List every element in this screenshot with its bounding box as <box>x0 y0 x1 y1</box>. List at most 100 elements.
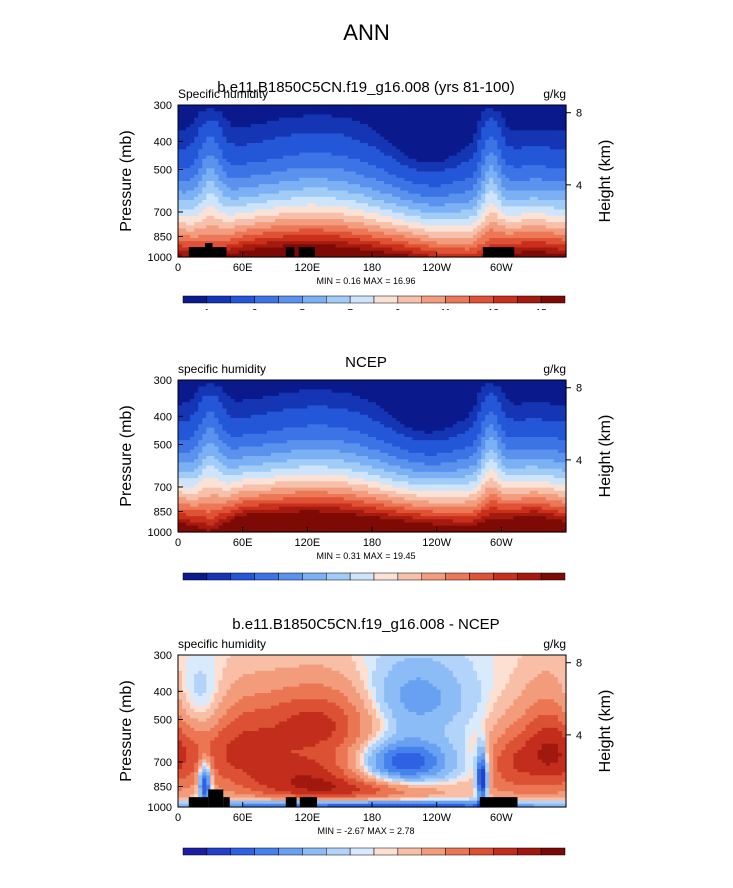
field-cell <box>501 177 506 182</box>
field-cell <box>178 200 183 204</box>
field-cell <box>254 152 260 157</box>
field-cell <box>380 184 385 188</box>
field-cell <box>299 238 304 242</box>
field-cell <box>194 133 199 138</box>
field-cell <box>283 136 288 141</box>
field-cell <box>194 143 199 147</box>
field-cell <box>400 238 405 242</box>
field-cell <box>400 174 405 179</box>
field-cell <box>464 380 470 384</box>
field-cell <box>347 184 353 188</box>
field-cell <box>327 177 333 182</box>
field-cell <box>384 133 389 138</box>
field-cell <box>202 168 207 173</box>
field-cell <box>226 120 232 125</box>
field-cell <box>517 219 523 223</box>
field-cell <box>404 225 409 230</box>
field-cell <box>525 247 531 252</box>
field-cell <box>497 212 502 217</box>
field-cell <box>448 222 454 226</box>
field-cell <box>198 105 203 109</box>
field-cell <box>553 114 559 119</box>
field-cell <box>343 149 349 154</box>
field-cell <box>525 181 531 185</box>
field-cell <box>509 111 515 116</box>
field-cell <box>396 253 401 258</box>
field-cell <box>489 231 494 236</box>
field-cell <box>452 105 458 109</box>
field-cell <box>521 130 527 135</box>
field-cell <box>343 190 349 195</box>
field-cell <box>473 146 478 150</box>
field-cell <box>513 127 519 131</box>
field-cell <box>238 190 244 195</box>
field-cell <box>545 117 551 122</box>
field-cell <box>404 127 409 131</box>
field-cell <box>404 238 409 242</box>
field-cell <box>335 146 341 150</box>
field-cell <box>408 203 414 207</box>
field-cell <box>509 146 515 150</box>
field-cell <box>182 111 187 116</box>
field-cell <box>331 234 337 239</box>
field-cell <box>444 386 450 391</box>
field-cell <box>396 174 401 179</box>
field-cell <box>464 165 470 169</box>
field-cell <box>428 149 434 154</box>
field-cell <box>460 247 466 252</box>
field-cell <box>234 136 240 141</box>
field-cell <box>553 200 559 204</box>
chart-units: g/kg <box>543 362 566 376</box>
field-cell <box>323 168 329 173</box>
field-cell <box>384 146 389 150</box>
field-cell <box>444 174 450 179</box>
field-cell <box>529 228 535 233</box>
field-cell <box>355 165 361 169</box>
field-cell <box>497 162 502 166</box>
field-cell <box>525 155 531 160</box>
field-cell <box>206 108 211 112</box>
field-cell <box>198 124 203 128</box>
field-cell <box>238 222 244 226</box>
field-cell <box>521 386 527 391</box>
field-cell <box>363 105 369 109</box>
field-cell <box>452 152 458 157</box>
field-cell <box>266 383 272 387</box>
field-cell <box>351 133 357 138</box>
field-cell <box>557 139 563 144</box>
field-cell <box>315 111 321 116</box>
field-cell <box>323 139 329 144</box>
field-cell <box>549 165 555 169</box>
field-cell <box>420 238 426 242</box>
field-cell <box>557 231 563 236</box>
field-cell <box>254 386 260 391</box>
field-cell <box>226 146 232 150</box>
field-cell <box>529 212 535 217</box>
field-cell <box>404 250 409 255</box>
field-cell <box>388 117 393 122</box>
field-cell <box>440 181 446 185</box>
field-cell <box>355 155 361 160</box>
field-cell <box>343 196 349 201</box>
field-cell <box>408 168 414 173</box>
field-cell <box>553 215 559 220</box>
field-cell <box>250 244 256 249</box>
field-cell <box>501 149 506 154</box>
field-cell <box>270 171 276 176</box>
field-cell <box>315 203 321 207</box>
field-cell <box>258 130 264 135</box>
field-cell <box>202 146 207 150</box>
field-cell <box>473 187 478 192</box>
field-cell <box>464 250 470 255</box>
field-cell <box>311 152 317 157</box>
field-cell <box>242 380 248 384</box>
field-cell <box>432 158 438 163</box>
field-cell <box>372 215 377 220</box>
field-cell <box>343 200 349 204</box>
field-cell <box>436 380 442 384</box>
field-cell <box>521 241 527 245</box>
field-cell <box>456 196 462 201</box>
field-cell <box>505 127 511 131</box>
field-cell <box>343 181 349 185</box>
field-cell <box>557 155 563 160</box>
